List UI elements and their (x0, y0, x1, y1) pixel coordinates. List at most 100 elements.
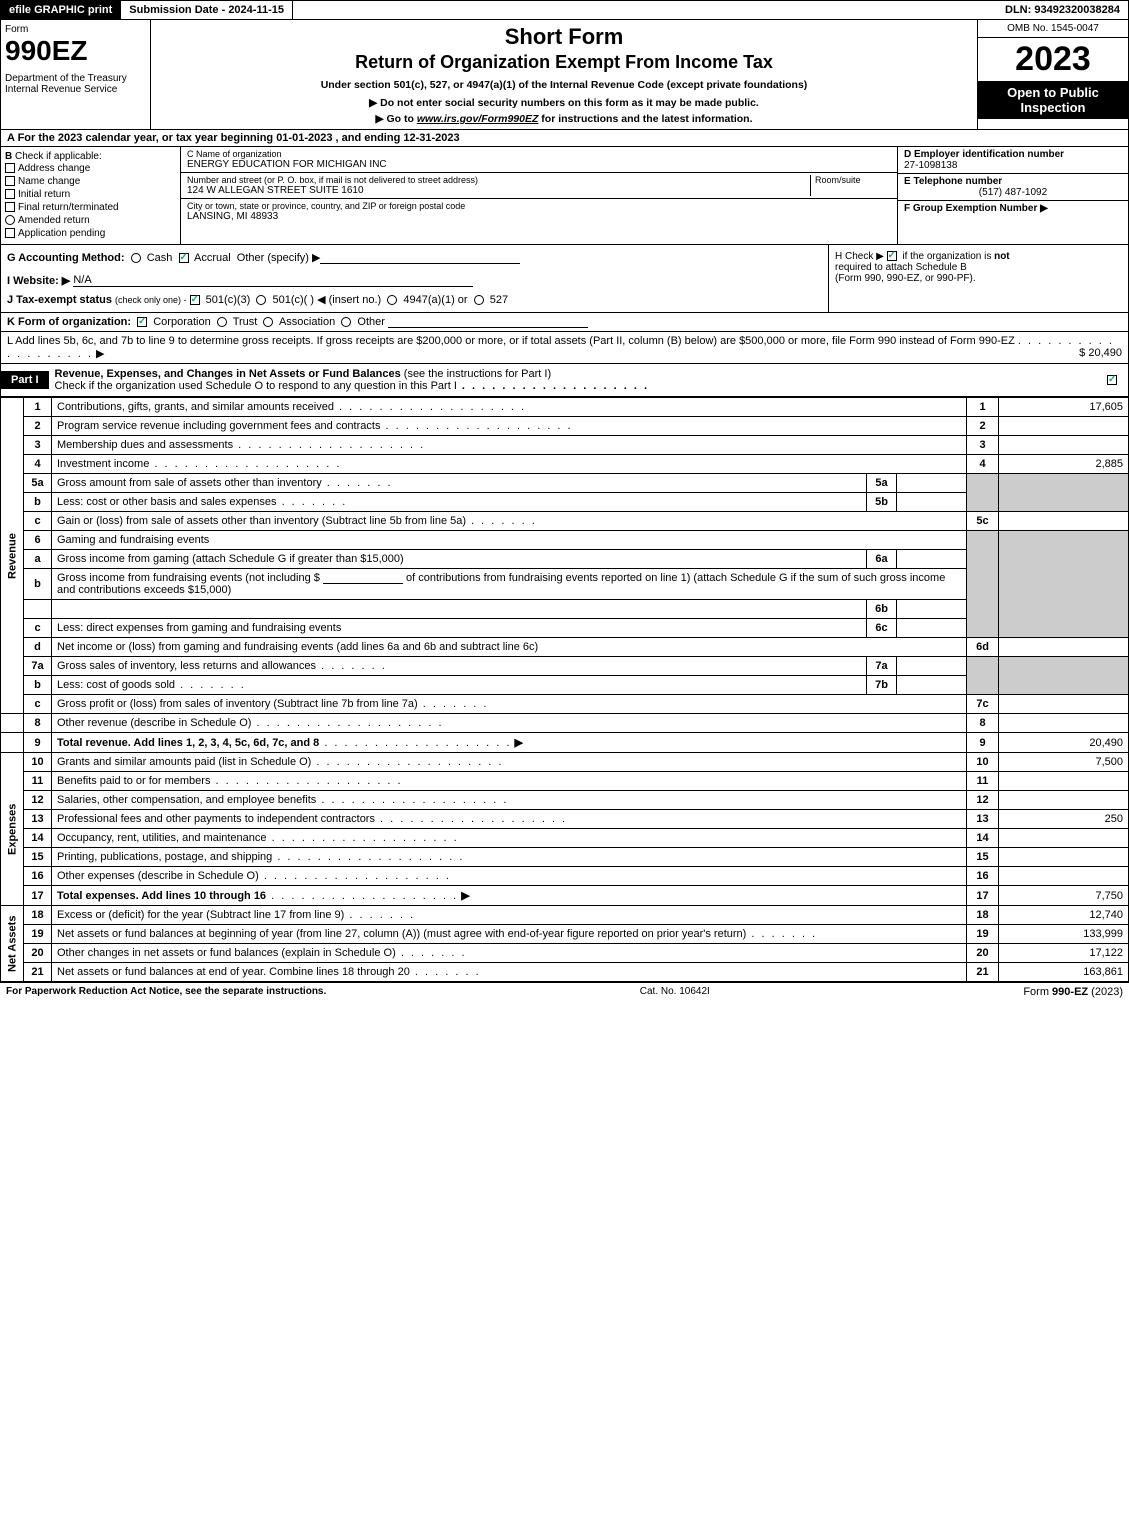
g-accounting: G Accounting Method: Cash Accrual Other … (7, 251, 822, 264)
line7b-desc: Less: cost of goods sold (57, 679, 175, 691)
line21-val: 163,861 (999, 963, 1129, 982)
phone-value: (517) 487-1092 (904, 187, 1122, 198)
c-name-label: C Name of organization (187, 149, 891, 159)
row-17: 17Total expenses. Add lines 10 through 1… (1, 886, 1129, 906)
footer-mid: Cat. No. 10642I (640, 986, 710, 998)
row-6b: bGross income from fundraising events (n… (1, 569, 1129, 600)
chk-h[interactable] (887, 251, 897, 261)
chk-final-return[interactable]: Final return/terminated (5, 201, 176, 214)
omb-number: OMB No. 1545-0047 (978, 20, 1128, 38)
line5c-desc: Gain or (loss) from sale of assets other… (57, 515, 466, 527)
goto-post: for instructions and the latest informat… (538, 113, 752, 125)
chk-initial-return[interactable]: Initial return (5, 188, 176, 201)
efile-graphic-print[interactable]: efile GRAPHIC print (1, 1, 121, 19)
line5a-desc: Gross amount from sale of assets other t… (57, 477, 322, 489)
line6d-desc: Net income or (loss) from gaming and fun… (52, 638, 967, 657)
row-7c: cGross profit or (loss) from sales of in… (1, 695, 1129, 714)
chk-accrual[interactable] (179, 253, 189, 263)
part1-title-note: (see the instructions for Part I) (404, 368, 551, 380)
chk-trust[interactable] (217, 317, 227, 327)
line8-desc: Other revenue (describe in Schedule O) (57, 717, 251, 729)
chk-501c3[interactable] (190, 295, 200, 305)
j-4947: 4947(a)(1) or (403, 294, 467, 306)
c-name-row: C Name of organization ENERGY EDUCATION … (181, 147, 897, 173)
chk-amended-return-label: Amended return (18, 215, 90, 226)
g-other-fill[interactable] (320, 263, 520, 264)
row-6b2: 6b (1, 600, 1129, 619)
line6a-desc: Gross income from gaming (attach Schedul… (52, 550, 867, 569)
chk-name-change[interactable]: Name change (5, 175, 176, 188)
row-2: 2Program service revenue including gover… (1, 417, 1129, 436)
chk-address-change[interactable]: Address change (5, 162, 176, 175)
line11-val (999, 772, 1129, 791)
k-other-fill[interactable] (388, 327, 588, 328)
line5c-val (999, 512, 1129, 531)
footer-left: For Paperwork Reduction Act Notice, see … (6, 986, 326, 998)
row-k: K Form of organization: Corporation Trus… (0, 313, 1129, 332)
part1-table: Revenue 1 Contributions, gifts, grants, … (0, 397, 1129, 982)
chk-application-pending[interactable]: Application pending (5, 227, 176, 240)
f-label: F Group Exemption Number ▶ (904, 203, 1122, 214)
row-4: 4Investment income42,885 (1, 455, 1129, 474)
dln: DLN: 93492320038284 (997, 1, 1128, 19)
j-501c3: 501(c)(3) (206, 294, 251, 306)
line4-desc: Investment income (57, 458, 149, 470)
i-website: I Website: ▶ N/A (7, 274, 822, 287)
goto-pre: ▶ Go to (376, 113, 417, 125)
part1-subnote: Check if the organization used Schedule … (55, 380, 457, 392)
form-label: Form (5, 24, 146, 35)
line2-val (999, 417, 1129, 436)
b-label: B (5, 151, 12, 162)
chk-other-org[interactable] (341, 317, 351, 327)
line3-desc: Membership dues and assessments (57, 439, 233, 451)
chk-4947[interactable] (387, 295, 397, 305)
block-g-to-j: G Accounting Method: Cash Accrual Other … (0, 245, 1129, 313)
part1-schedule-o-chk[interactable] (1099, 370, 1128, 390)
k-corp: Corporation (153, 316, 210, 328)
line19-desc: Net assets or fund balances at beginning… (57, 928, 746, 940)
chk-association[interactable] (263, 317, 273, 327)
line15-val (999, 848, 1129, 867)
k-label: K Form of organization: (7, 316, 131, 328)
ein-value: 27-1098138 (904, 160, 1122, 171)
irs-link[interactable]: www.irs.gov/Form990EZ (417, 113, 539, 125)
line20-desc: Other changes in net assets or fund bala… (57, 947, 396, 959)
e-label: E Telephone number (904, 176, 1122, 187)
chk-address-change-label: Address change (18, 163, 90, 174)
header-center: Short Form Return of Organization Exempt… (151, 20, 978, 129)
row-6c: cLess: direct expenses from gaming and f… (1, 619, 1129, 638)
d-ein-row: D Employer identification number 27-1098… (898, 147, 1128, 174)
line2-desc: Program service revenue including govern… (57, 420, 380, 432)
row-12: 12Salaries, other compensation, and empl… (1, 791, 1129, 810)
row-8: 8Other revenue (describe in Schedule O)8 (1, 714, 1129, 733)
website-value: N/A (73, 274, 473, 287)
line18-desc: Excess or (deficit) for the year (Subtra… (57, 909, 344, 921)
line17-val: 7,750 (999, 886, 1129, 906)
row-6d: dNet income or (loss) from gaming and fu… (1, 638, 1129, 657)
row-l: L Add lines 5b, 6c, and 7b to line 9 to … (0, 332, 1129, 364)
line18-val: 12,740 (999, 906, 1129, 925)
side-revenue: Revenue (1, 398, 24, 714)
chk-527[interactable] (474, 295, 484, 305)
k-trust: Trust (233, 316, 258, 328)
g-other: Other (specify) ▶ (237, 252, 321, 264)
line6b-desc: Gross income from fundraising events (no… (52, 569, 967, 600)
line13-val: 250 (999, 810, 1129, 829)
j-label: J Tax-exempt status (7, 294, 112, 306)
part1-title: Revenue, Expenses, and Changes in Net As… (49, 364, 1099, 396)
col-c-org-info: C Name of organization ENERGY EDUCATION … (181, 147, 898, 244)
h-pre: H Check ▶ (835, 251, 887, 262)
line7c-val (999, 695, 1129, 714)
i-label: I Website: ▶ (7, 275, 70, 287)
chk-501c[interactable] (256, 295, 266, 305)
chk-corporation[interactable] (137, 317, 147, 327)
line6-desc: Gaming and fundraising events (52, 531, 967, 550)
chk-amended-return[interactable]: Amended return (5, 214, 176, 227)
f-group-row: F Group Exemption Number ▶ (898, 201, 1128, 216)
tax-year: 2023 (978, 38, 1128, 81)
col-d-e-f: D Employer identification number 27-1098… (898, 147, 1128, 244)
line16-val (999, 867, 1129, 886)
row-20: 20Other changes in net assets or fund ba… (1, 944, 1129, 963)
chk-cash[interactable] (131, 253, 141, 263)
h-line2: required to attach Schedule B (835, 262, 967, 273)
